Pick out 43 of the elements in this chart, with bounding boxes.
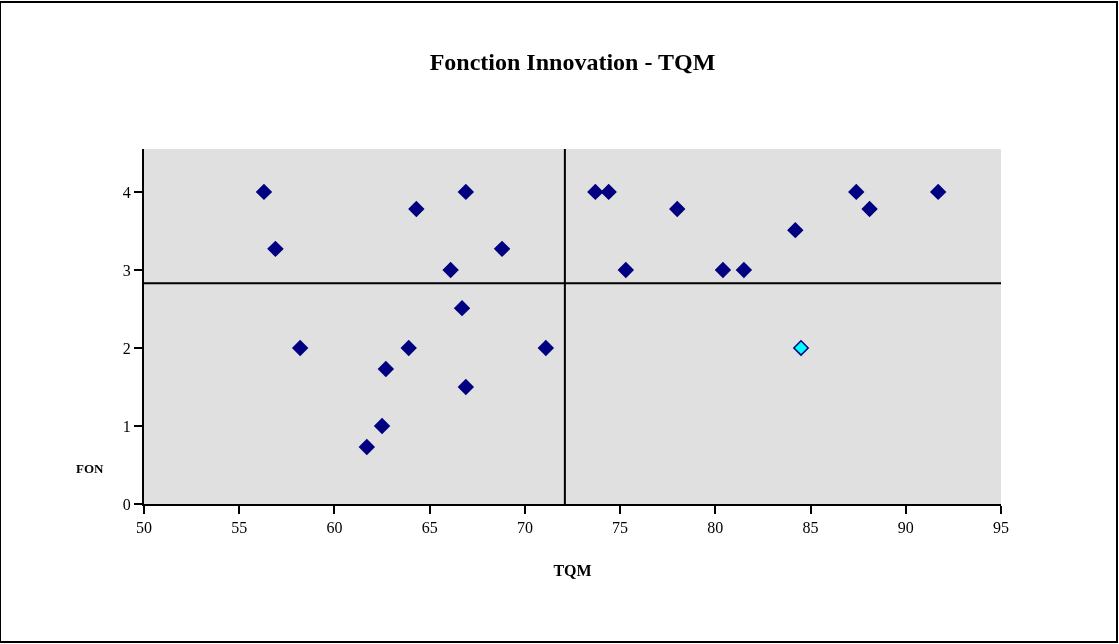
point [787, 222, 804, 239]
x-tick-label: 90 [897, 519, 914, 537]
y-axis-title: FON [76, 461, 105, 476]
point [374, 418, 390, 434]
chart-title: Fonction Innovation - TQM [429, 49, 716, 76]
point [587, 184, 604, 200]
point [494, 240, 510, 257]
x-tick-label: 70 [516, 519, 533, 537]
point [377, 361, 394, 377]
x-tick-label: 55 [231, 519, 248, 537]
x-tick-label: 80 [707, 519, 724, 537]
point [408, 201, 425, 217]
point [457, 184, 474, 200]
point [457, 379, 474, 395]
point [267, 240, 284, 257]
point [793, 340, 809, 356]
point [669, 201, 686, 217]
x-tick-label: 75 [612, 519, 629, 537]
x-axis-title: TQM [553, 562, 592, 580]
point [861, 201, 878, 217]
point [617, 262, 634, 278]
point [537, 340, 554, 356]
point [930, 184, 947, 200]
point [736, 262, 752, 278]
point [600, 184, 617, 200]
point [400, 340, 417, 356]
y-tick-label: 2 [122, 339, 131, 357]
x-tick-label: 60 [326, 519, 343, 537]
point [454, 300, 470, 317]
x-tick-label: 65 [421, 519, 438, 537]
y-tick-label: 3 [122, 261, 131, 279]
point [715, 262, 731, 278]
y-tick-label: 4 [122, 183, 131, 201]
y-tick-label: 1 [122, 417, 131, 435]
y-tick-label: 0 [122, 495, 131, 513]
point [442, 262, 459, 278]
x-tick-label: 50 [136, 519, 152, 537]
point [256, 184, 272, 200]
point [292, 340, 309, 356]
point [358, 439, 375, 455]
x-tick-label: 95 [993, 519, 1009, 537]
point [848, 184, 865, 200]
x-tick-label: 85 [802, 519, 819, 537]
